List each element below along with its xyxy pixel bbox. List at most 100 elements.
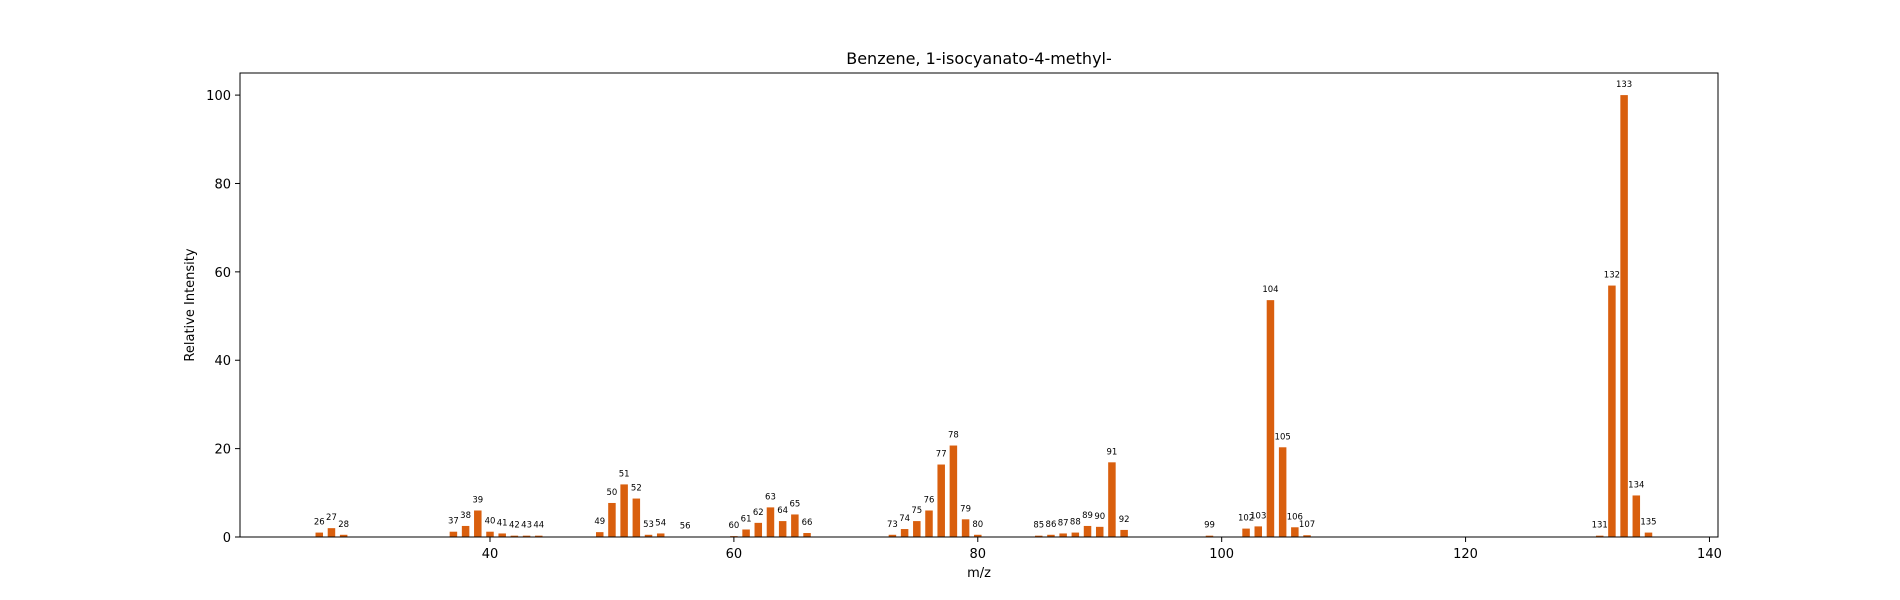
y-tick-label-40: 40 [214,354,231,369]
bar-mz-38 [461,525,470,537]
peak-label-mz-134: 134 [1628,480,1644,490]
peak-label-mz-90: 90 [1094,512,1105,522]
bar-mz-40 [486,531,494,537]
bar-mz-132 [1608,285,1616,537]
y-tick-label-0: 0 [223,531,231,546]
y-tick-label-80: 80 [214,177,231,192]
peak-label-mz-37: 37 [448,517,459,527]
peak-label-mz-80: 80 [972,520,983,530]
peak-label-mz-40: 40 [485,517,496,527]
bar-mz-50 [608,502,616,537]
peak-label-mz-66: 66 [802,518,813,528]
x-axis-label: m/z [967,566,991,581]
peak-label-mz-85: 85 [1033,521,1044,531]
y-tick-label-60: 60 [214,266,231,281]
peak-label-mz-132: 132 [1604,271,1620,281]
bar-mz-26 [315,532,324,537]
peak-label-mz-106: 106 [1287,512,1303,522]
bar-mz-53 [644,534,653,537]
bar-mz-79 [961,519,970,537]
peak-label-mz-107: 107 [1299,520,1315,530]
peak-label-mz-89: 89 [1082,511,1093,521]
x-tick-label-100: 100 [1209,547,1234,562]
peak-label-mz-39: 39 [472,495,483,505]
bar-mz-64 [778,521,787,537]
peak-label-mz-52: 52 [631,484,642,494]
bar-mz-27 [327,528,336,537]
peak-label-mz-27: 27 [326,513,337,523]
peak-label-mz-92: 92 [1119,515,1130,525]
bar-mz-99 [1205,535,1214,537]
bar-mz-107 [1303,535,1311,537]
bar-mz-105 [1278,447,1287,537]
x-tick-label-40: 40 [482,547,499,562]
peak-label-mz-73: 73 [887,520,898,530]
bar-mz-102 [1242,528,1250,537]
bar-mz-80 [974,534,982,537]
bar-mz-42 [510,535,519,537]
peak-label-mz-64: 64 [777,506,788,516]
bar-mz-41 [498,533,506,537]
bar-mz-61 [742,529,750,537]
peak-label-mz-38: 38 [460,511,471,521]
peak-label-mz-61: 61 [741,514,752,524]
peak-label-mz-41: 41 [497,518,508,528]
peak-label-mz-62: 62 [753,508,764,518]
bar-mz-91 [1108,462,1116,537]
bar-mz-78 [949,445,958,537]
peak-label-mz-86: 86 [1046,520,1057,530]
bar-mz-44 [535,535,543,537]
y-tick-label-20: 20 [214,443,231,458]
plot-frame [239,72,1719,538]
peak-label-mz-99: 99 [1204,521,1215,531]
peak-label-mz-54: 54 [655,518,666,528]
peak-label-mz-51: 51 [619,469,630,479]
bar-mz-131 [1595,535,1604,537]
peak-label-mz-88: 88 [1070,518,1081,528]
peak-label-mz-102: 102 [1238,514,1254,524]
x-tick-label-120: 120 [1453,547,1478,562]
bar-mz-133 [1620,95,1628,537]
peak-label-mz-44: 44 [533,521,544,531]
bar-mz-88 [1071,532,1080,537]
bar-mz-103 [1254,526,1263,537]
bar-mz-89 [1083,525,1092,537]
peak-label-mz-77: 77 [936,450,947,460]
bar-mz-49 [595,532,604,537]
x-axis: 40 60 80 100 120 140 [482,537,1722,562]
bar-mz-92 [1120,529,1128,537]
peak-label-mz-79: 79 [960,504,971,514]
peak-label-mz-49: 49 [594,517,605,527]
bar-mz-65 [791,514,799,537]
peak-label-mz-53: 53 [643,520,654,530]
bar-mz-134 [1632,495,1641,537]
x-tick-label-60: 60 [726,547,743,562]
bar-mz-28 [339,534,348,537]
bar-mz-51 [620,484,628,537]
peak-label-mz-28: 28 [338,520,349,530]
bar-mz-74 [900,529,909,537]
bar-mz-73 [888,534,897,537]
y-axis: 0 20 40 60 80 100 [206,89,240,546]
bar-mz-62 [754,522,763,537]
bar-mz-135 [1644,532,1653,537]
bar-mz-63 [766,507,775,537]
peak-label-mz-76: 76 [924,495,935,505]
peak-label-mz-91: 91 [1107,447,1118,457]
bar-mz-104 [1266,300,1275,537]
bar-series [315,95,1653,537]
bar-mz-90 [1095,526,1104,537]
peak-label-mz-103: 103 [1250,511,1266,521]
bar-mz-52 [632,498,641,537]
chart-title: Benzene, 1-isocyanato-4-methyl- [846,49,1112,68]
peak-label-mz-65: 65 [789,499,800,509]
x-tick-label-80: 80 [970,547,987,562]
peak-label-mz-78: 78 [948,431,959,441]
bar-mz-66 [803,533,811,537]
bar-mz-75 [913,521,921,537]
peak-label-mz-75: 75 [911,506,922,516]
bar-mz-77 [937,464,945,537]
bar-mz-54 [656,533,665,537]
peak-label-mz-74: 74 [899,514,910,524]
